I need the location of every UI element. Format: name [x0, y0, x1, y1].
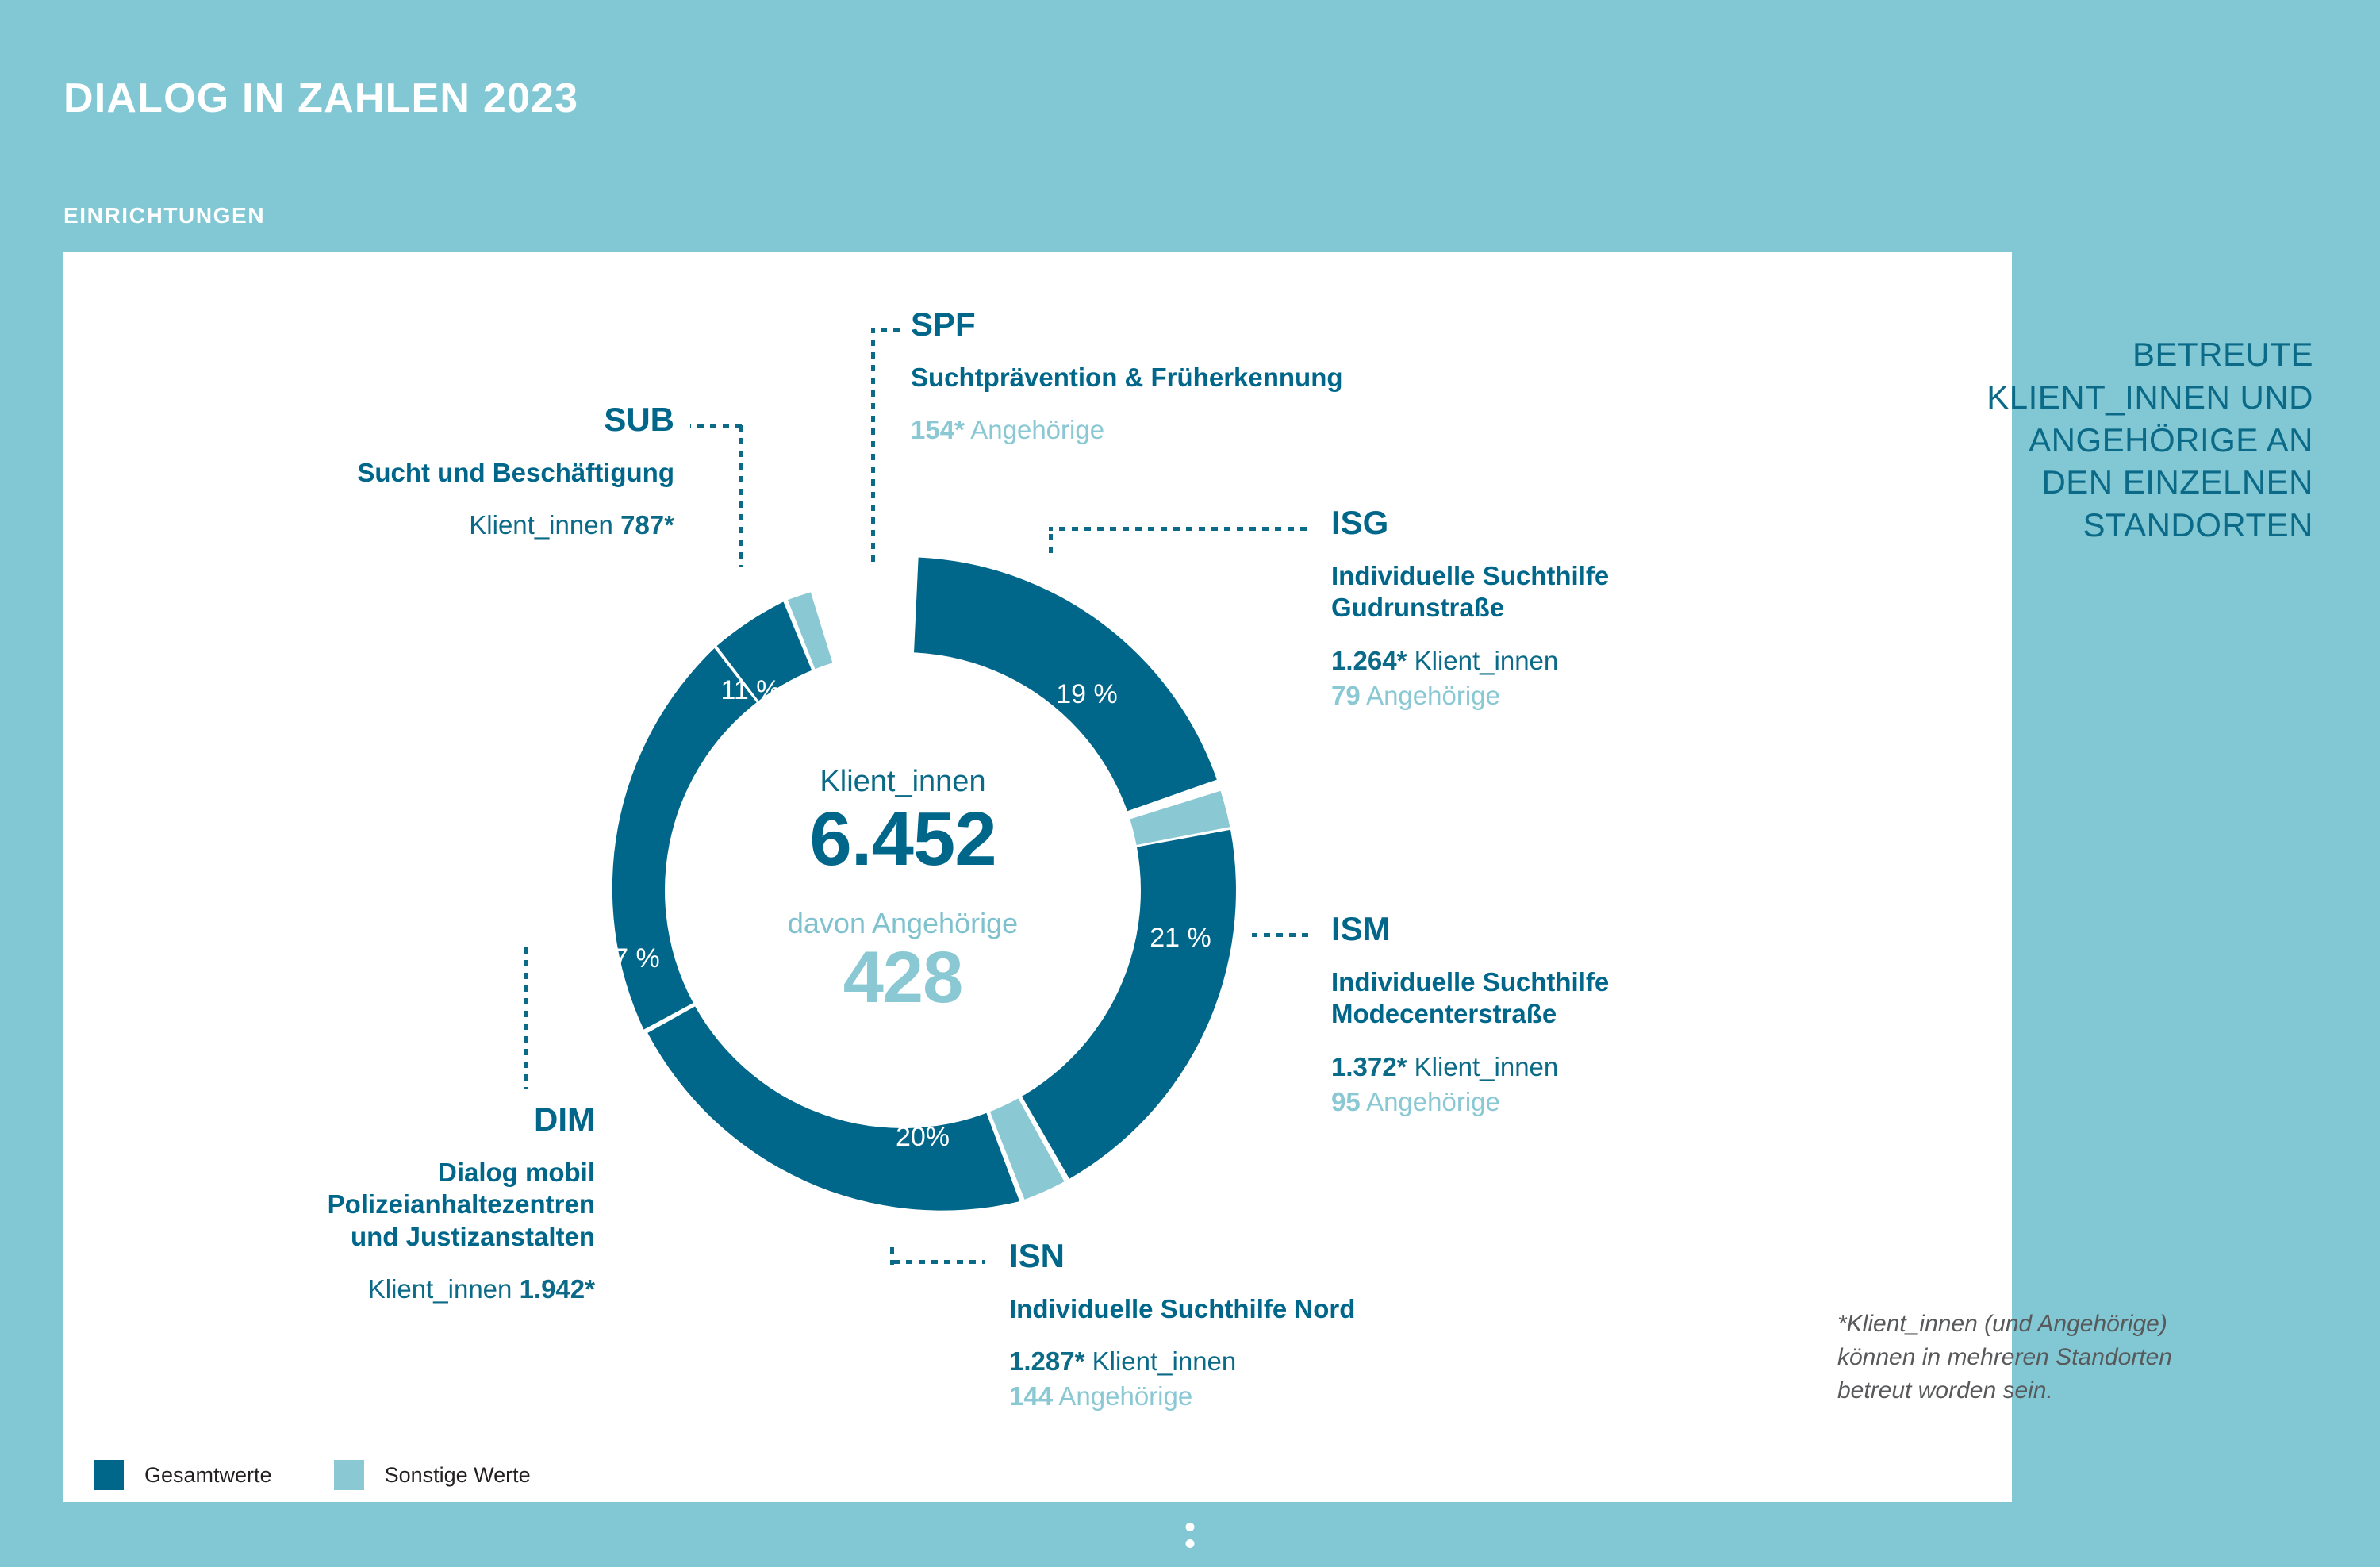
callout-isn-clients: 1.287* Klient_innen — [1009, 1344, 1501, 1379]
connector-isn-v — [890, 1242, 894, 1265]
chart-heading: BETREUTE KLIENT_INNEN UND ANGEHÖRIGE AN … — [1821, 333, 2313, 547]
callout-isn-relatives-value: 144 — [1009, 1381, 1054, 1411]
footnote-line-1: *Klient_innen (und Angehörige) — [1837, 1311, 2167, 1337]
connector-isg-v — [1049, 527, 1053, 554]
callout-dim-name-line-3: und Justizanstalten — [350, 1221, 595, 1251]
callout-isn-clients-label: Klient_innen — [1084, 1346, 1237, 1377]
callout-ism-relatives: 95 Angehörige — [1331, 1085, 1775, 1120]
donut-percent-labels: 19 % 21 % 20% 27 % 11 % — [598, 675, 1211, 1152]
callout-spf[interactable]: SPF Suchtprävention & Früherkennung 154*… — [911, 308, 1514, 447]
footnote-line-2: können in mehreren Standorten — [1837, 1344, 2172, 1370]
callout-sub-clients-value: 787* — [620, 510, 674, 540]
callout-spf-code: SPF — [911, 305, 976, 343]
connector-ism-h — [1252, 933, 1314, 937]
callout-isn-code: ISN — [1009, 1237, 1065, 1274]
donut-chart: 19 % 21 % 20% 27 % 11 % — [546, 533, 1260, 1247]
callout-ism[interactable]: ISM Individuelle Suchthilfe Modecenterst… — [1331, 912, 1775, 1120]
callout-isg-code: ISG — [1331, 504, 1389, 541]
callout-ism-name-line-1: Individuelle Suchthilfe — [1331, 967, 1610, 997]
callout-dim-clients-label: Klient_innen — [367, 1273, 520, 1304]
donut-slices — [612, 557, 1236, 1211]
callout-isg-clients-label: Klient_innen — [1407, 645, 1559, 675]
pct-label-ism: 21 % — [1150, 923, 1211, 953]
callout-dim-name: Dialog mobil Polizeianhaltezentren und J… — [182, 1157, 595, 1253]
callout-sub-name: Sucht und Beschäftigung — [357, 458, 674, 487]
callout-spf-relatives-value: 154* — [911, 415, 965, 445]
callout-dim-name-line-1: Dialog mobil — [438, 1158, 595, 1187]
callout-isg[interactable]: ISG Individuelle Suchthilfe Gudrunstraße… — [1331, 506, 1775, 713]
callout-spf-relatives: 154* Angehörige — [911, 413, 1514, 447]
callout-isn-relatives-label: Angehörige — [1053, 1381, 1193, 1411]
callout-isg-relatives-value: 79 — [1331, 680, 1361, 710]
callout-spf-relatives-label: Angehörige — [964, 415, 1105, 445]
connector-spf-h — [871, 328, 903, 332]
page-subtitle: EINRICHTUNGEN — [63, 203, 266, 228]
connector-isn-h — [890, 1260, 985, 1264]
callout-isg-clients-value: 1.264* — [1331, 645, 1407, 675]
legend-label-total: Gesamtwerte — [144, 1462, 272, 1487]
donut-svg: 19 % 21 % 20% 27 % 11 % — [598, 557, 1236, 1211]
chart-legend: Gesamtwerte Sonstige Werte — [94, 1460, 531, 1490]
connector-sub-h — [690, 424, 743, 428]
callout-dim[interactable]: DIM Dialog mobil Polizeianhaltezentren u… — [182, 1103, 595, 1307]
page-dot-1 — [1185, 1523, 1195, 1531]
callout-dim-name-line-2: Polizeianhaltezentren — [327, 1189, 595, 1219]
connector-sub-v — [739, 424, 743, 567]
page-dot-2 — [1185, 1539, 1195, 1548]
callout-ism-name: Individuelle Suchthilfe Modecenterstraße — [1331, 966, 1775, 1031]
page-title: DIALOG IN ZAHLEN 2023 — [63, 75, 579, 121]
footnote-line-3: betreut worden sein. — [1837, 1377, 2053, 1404]
callout-isn[interactable]: ISN Individuelle Suchthilfe Nord 1.287* … — [1009, 1239, 1501, 1415]
connector-dim-v — [524, 946, 528, 1089]
callout-sub-clients-label: Klient_innen — [469, 510, 621, 540]
legend-label-other: Sonstige Werte — [384, 1462, 531, 1487]
callout-ism-clients-label: Klient_innen — [1407, 1051, 1559, 1081]
callout-ism-name-line-2: Modecenterstraße — [1331, 999, 1557, 1029]
page-indicator-dots — [1185, 1523, 1195, 1548]
donut-hole — [665, 652, 1141, 1128]
callout-ism-clients: 1.372* Klient_innen — [1331, 1050, 1775, 1085]
callout-isn-clients-value: 1.287* — [1009, 1346, 1085, 1377]
callout-isg-name: Individuelle Suchthilfe Gudrunstraße — [1331, 560, 1775, 624]
chart-heading-line-1: BETREUTE — [2132, 336, 2313, 373]
callout-isg-name-line-1: Individuelle Suchthilfe — [1331, 561, 1610, 590]
callout-ism-code: ISM — [1331, 910, 1391, 947]
callout-ism-relatives-label: Angehörige — [1360, 1086, 1500, 1116]
callout-isn-name: Individuelle Suchthilfe Nord — [1009, 1294, 1356, 1323]
pct-label-sub: 11 % — [721, 675, 781, 705]
callout-isg-relatives-label: Angehörige — [1360, 680, 1500, 710]
footnote: *Klient_innen (und Angehörige) können in… — [1837, 1308, 2313, 1408]
callout-spf-name: Suchtprävention & Früherkennung — [911, 363, 1343, 392]
connector-spf-v — [871, 328, 875, 567]
chart-heading-line-4: DEN EINZELNEN — [2041, 463, 2313, 501]
pct-label-isg: 19 % — [1056, 679, 1118, 709]
callout-isn-relatives: 144 Angehörige — [1009, 1379, 1501, 1414]
callout-isg-clients: 1.264* Klient_innen — [1331, 643, 1775, 678]
chart-heading-line-5: STANDORTEN — [2082, 506, 2313, 543]
callout-sub[interactable]: SUB Sucht und Beschäftigung Klient_innen… — [198, 403, 674, 543]
callout-dim-clients: Klient_innen 1.942* — [182, 1272, 595, 1307]
legend-swatch-total — [94, 1460, 124, 1490]
callout-ism-clients-value: 1.372* — [1331, 1051, 1407, 1081]
callout-sub-clients: Klient_innen 787* — [198, 508, 674, 543]
pct-label-isn: 20% — [896, 1122, 950, 1152]
callout-isg-name-line-2: Gudrunstraße — [1331, 593, 1505, 623]
callout-dim-clients-value: 1.942* — [519, 1273, 595, 1304]
callout-sub-code: SUB — [604, 401, 674, 438]
callout-dim-code: DIM — [534, 1100, 595, 1138]
legend-swatch-other — [333, 1460, 364, 1490]
connector-isg-h — [1049, 527, 1311, 531]
callout-ism-relatives-value: 95 — [1331, 1086, 1361, 1116]
chart-heading-line-2: KLIENT_INNEN UND — [1987, 378, 2313, 416]
pct-label-dim: 27 % — [598, 943, 660, 974]
callout-isg-relatives: 79 Angehörige — [1331, 678, 1775, 713]
chart-heading-line-3: ANGEHÖRIGE AN — [2029, 421, 2313, 459]
